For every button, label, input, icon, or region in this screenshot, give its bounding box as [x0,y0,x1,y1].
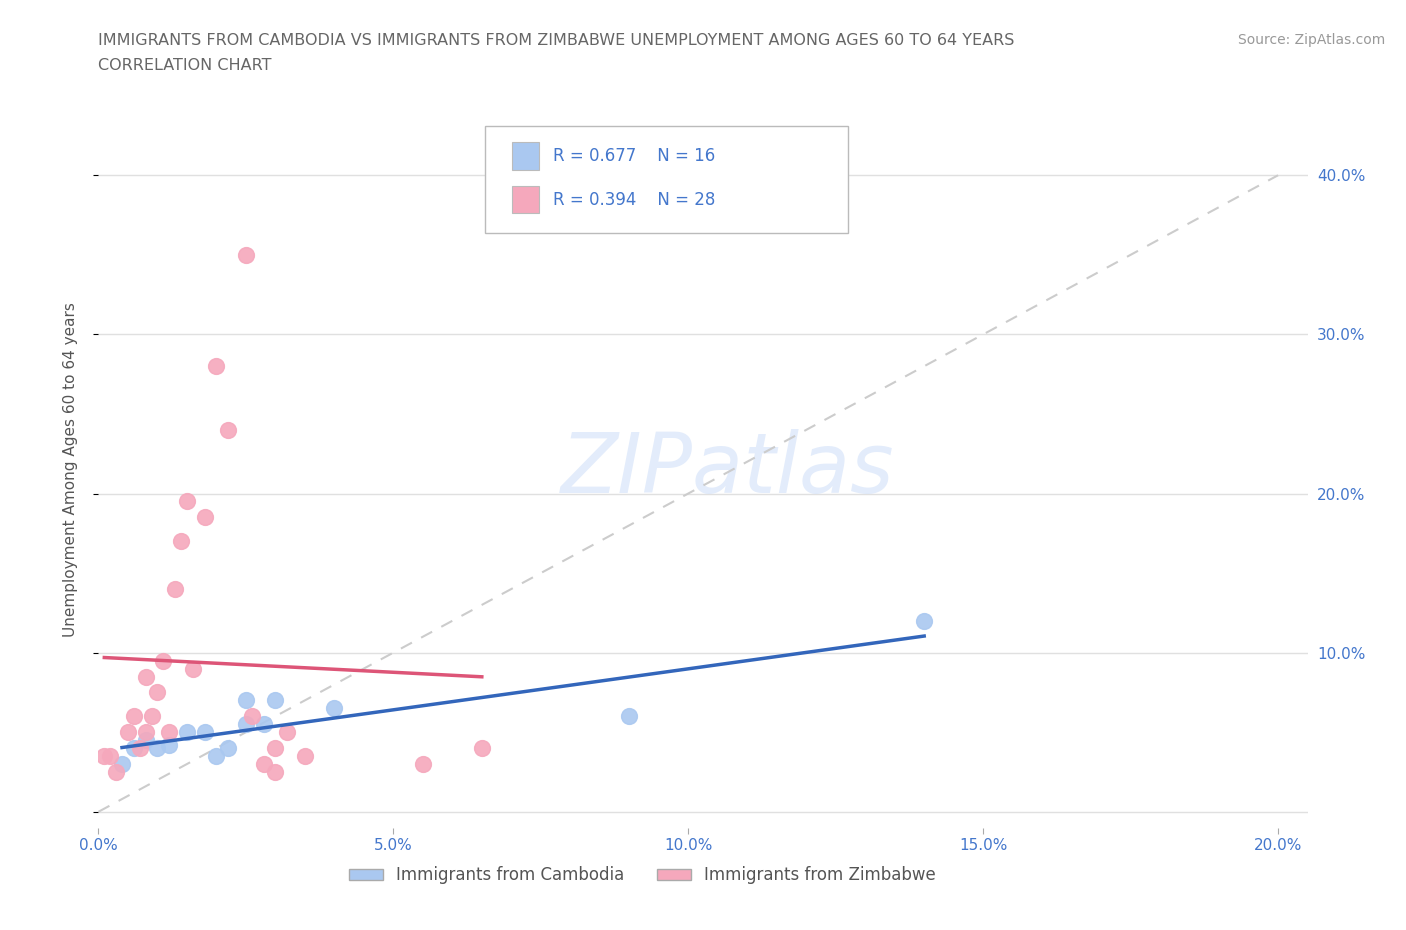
Point [276,724,298,739]
Point [619,709,641,724]
FancyBboxPatch shape [512,186,538,213]
Point [152,653,174,668]
Point [176,724,198,739]
Point [264,764,287,779]
Point [181,661,204,676]
Point [135,669,157,684]
Point [170,534,193,549]
Point [122,740,145,755]
Point [117,724,139,739]
Point [135,733,157,748]
Text: R = 0.677    N = 16: R = 0.677 N = 16 [553,147,716,165]
Point [264,740,287,755]
Point [217,422,239,437]
Point [412,757,434,772]
Point [264,693,287,708]
Text: IMMIGRANTS FROM CAMBODIA VS IMMIGRANTS FROM ZIMBABWE UNEMPLOYMENT AMONG AGES 60 : IMMIGRANTS FROM CAMBODIA VS IMMIGRANTS F… [98,33,1015,47]
Point [235,247,257,262]
Point [194,510,217,525]
Point [235,717,257,732]
Text: Source: ZipAtlas.com: Source: ZipAtlas.com [1237,33,1385,46]
Text: ZIPatlas: ZIPatlas [561,429,894,511]
Point [93,749,115,764]
Point [165,581,187,596]
Point [205,359,228,374]
Point [294,749,316,764]
Point [146,685,169,700]
Point [122,709,145,724]
Point [157,724,180,739]
Point [176,494,198,509]
Point [128,740,150,755]
Point [217,740,239,755]
Point [471,740,494,755]
Y-axis label: Unemployment Among Ages 60 to 64 years: Unemployment Among Ages 60 to 64 years [63,302,77,637]
FancyBboxPatch shape [512,142,538,169]
Point [135,724,157,739]
Point [235,693,257,708]
Point [111,757,134,772]
Point [98,749,121,764]
FancyBboxPatch shape [485,126,848,233]
Point [323,701,346,716]
Point [146,740,169,755]
Point [252,757,274,772]
Text: CORRELATION CHART: CORRELATION CHART [98,58,271,73]
Point [141,709,163,724]
Point [194,724,217,739]
Legend: Immigrants from Cambodia, Immigrants from Zimbabwe: Immigrants from Cambodia, Immigrants fro… [343,859,942,891]
Point [205,749,228,764]
Point [912,614,935,629]
Point [105,764,128,779]
Point [240,709,263,724]
Text: R = 0.394    N = 28: R = 0.394 N = 28 [553,191,716,208]
Point [252,717,274,732]
Point [157,737,180,752]
